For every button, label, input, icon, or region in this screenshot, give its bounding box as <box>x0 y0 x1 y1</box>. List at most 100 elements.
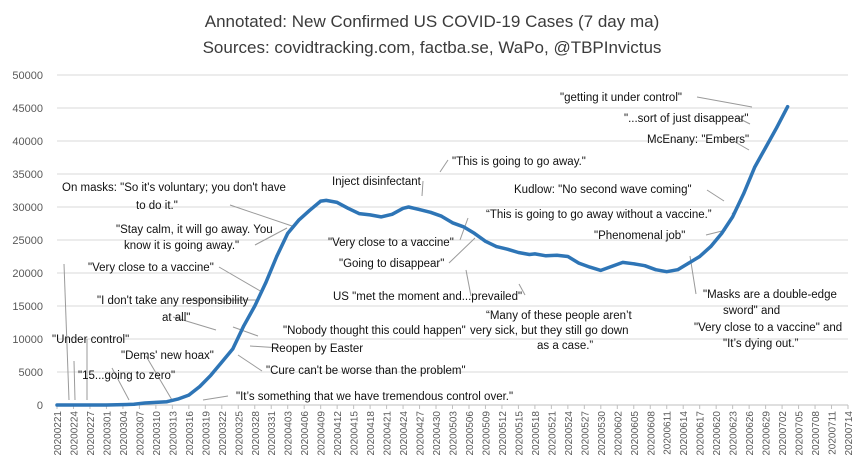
data-point <box>154 400 158 404</box>
data-point <box>297 218 301 222</box>
data-point <box>418 208 422 212</box>
x-tick-label: 20200521 <box>547 411 558 456</box>
x-tick-label: 20200221 <box>53 411 64 456</box>
annotation-label: "Very close to a vaccine" <box>88 262 214 274</box>
y-tick-label: 20000 <box>12 268 43 280</box>
x-tick-label: 20200307 <box>135 411 146 456</box>
annotation-label: Inject disinfectant <box>332 176 422 188</box>
data-point <box>687 261 691 265</box>
series-layer <box>55 104 790 407</box>
annotation-label: Kudlow: "No second wave coming" <box>514 184 692 196</box>
x-tick-label: 20200512 <box>498 411 509 456</box>
x-tick-label: 20200626 <box>745 411 756 456</box>
data-point <box>176 397 180 401</box>
data-point <box>621 260 625 264</box>
data-point <box>429 210 433 214</box>
y-tick-label: 10000 <box>12 334 43 346</box>
data-point <box>407 205 411 209</box>
x-tick-label: 20200617 <box>696 411 707 456</box>
x-tick-label: 20200506 <box>465 411 476 456</box>
data-point <box>286 231 290 235</box>
data-point <box>610 264 614 268</box>
x-tick-label: 20200714 <box>844 411 855 456</box>
data-point <box>643 264 647 268</box>
x-tick-label: 20200313 <box>168 411 179 456</box>
data-point <box>566 255 570 258</box>
x-tick-label: 20200509 <box>481 411 492 456</box>
annotation-label: at all" <box>162 312 190 324</box>
data-point <box>494 245 498 249</box>
data-point <box>440 214 444 218</box>
annotation-leader <box>249 345 282 349</box>
annotation-leader <box>696 96 753 108</box>
data-point <box>132 402 136 406</box>
data-point <box>731 215 735 219</box>
y-tick-label: 45000 <box>12 103 43 115</box>
chart-subtitle: Sources: covidtracking.com, factba.se, W… <box>203 38 662 57</box>
data-point <box>786 105 790 109</box>
data-point <box>555 253 559 257</box>
data-point <box>143 401 147 405</box>
annotation-leader <box>229 204 293 227</box>
data-point <box>676 268 680 272</box>
annotation-label: "Dems' new hoax" <box>121 350 214 362</box>
x-tick-label: 20200708 <box>811 411 822 456</box>
data-point <box>742 192 746 196</box>
x-tick-label: 20200227 <box>86 411 97 456</box>
data-point <box>264 281 268 285</box>
y-tick-label: 35000 <box>12 169 43 181</box>
data-point <box>461 225 465 229</box>
data-point <box>483 239 487 243</box>
data-point <box>654 268 658 272</box>
annotation-label: "I don't take any responsibility <box>97 295 249 307</box>
x-tick-label: 20200322 <box>218 411 229 456</box>
data-point <box>665 270 669 274</box>
chart-title: Annotated: New Confirmed US COVID-19 Cas… <box>205 12 659 31</box>
x-tick-label: 20200319 <box>201 411 212 456</box>
data-point <box>242 324 246 328</box>
annotation-label: On masks: "So it's voluntary; you don't … <box>62 182 286 194</box>
x-tick-label: 20200415 <box>350 411 361 456</box>
data-point <box>390 212 394 216</box>
data-point <box>253 304 257 308</box>
annotation-label: "Cure can't be worse than the problem" <box>266 365 466 377</box>
data-point <box>516 251 520 255</box>
y-tick-label: 40000 <box>12 136 43 148</box>
data-point <box>632 262 636 266</box>
data-point <box>577 261 581 265</box>
annotation-leader <box>172 316 217 331</box>
annotations-layer: "getting it under control" "...sort of ju… <box>52 92 842 403</box>
data-point <box>319 199 323 203</box>
annotation-leader <box>421 180 424 197</box>
x-tick-label: 20200304 <box>119 411 130 456</box>
data-point <box>527 253 531 257</box>
data-point <box>379 215 383 219</box>
annotation-leader <box>448 237 476 264</box>
annotation-label: McEnany: "Embers" <box>647 134 749 146</box>
annotation-label: very sick, but they still go down <box>470 325 629 337</box>
data-point <box>401 206 405 210</box>
data-point <box>231 347 235 351</box>
annotation-leader <box>706 189 725 202</box>
x-tick-label: 20200518 <box>531 411 542 456</box>
annotation-label: "...sort of just disappear" <box>624 113 749 125</box>
x-tick-label: 20200527 <box>580 411 591 456</box>
x-tick-label: 20200412 <box>333 411 344 456</box>
data-point <box>308 208 312 212</box>
x-tick-label: 20200403 <box>284 411 295 456</box>
annotation-leader <box>218 266 263 293</box>
series-line <box>55 104 790 407</box>
data-point <box>720 231 724 235</box>
annotation-label: "Going to disappear" <box>339 258 444 270</box>
annotation-label: sword" and <box>723 305 780 317</box>
x-tick-label: 20200602 <box>613 411 624 456</box>
data-point <box>368 213 372 217</box>
x-tick-label: 20200427 <box>416 411 427 456</box>
x-tick-label: 20200605 <box>630 411 641 456</box>
data-point <box>472 231 476 235</box>
x-axis: 20200221 20200224 20200227 20200301 20200304… <box>53 405 855 456</box>
x-tick-label: 20200421 <box>383 411 394 456</box>
x-tick-label: 20200406 <box>300 411 311 456</box>
x-tick-label: 20200325 <box>234 411 245 456</box>
